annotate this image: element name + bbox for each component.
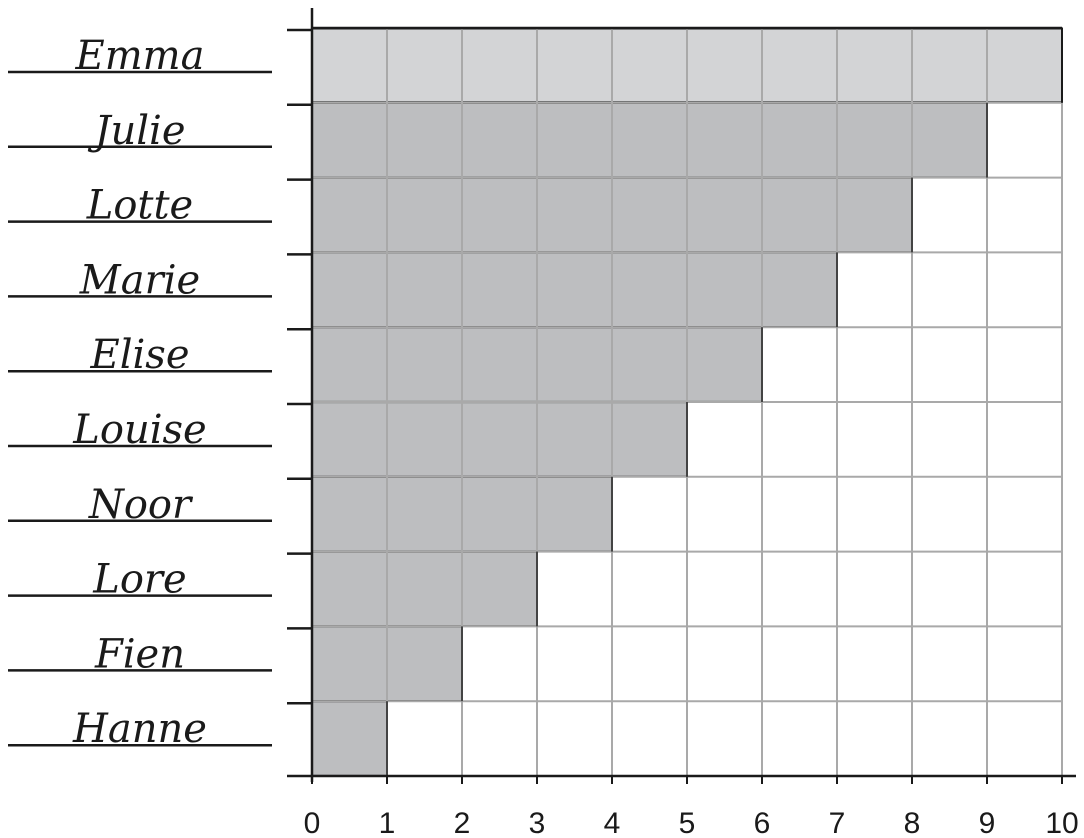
- x-tick-label-2: 2: [454, 807, 471, 838]
- x-tick-labels: 0 1 2 3 4 5 6 7 8 9 10: [304, 807, 1079, 838]
- x-tick-label-5: 5: [679, 807, 696, 838]
- category-label-marie: Marie: [79, 257, 200, 303]
- x-tick-label-4: 4: [604, 807, 621, 838]
- category-labels: Emma Julie Lotte Marie Elise Louise Noor Lore Fi…: [8, 33, 272, 752]
- category-label-hanne: Hanne: [72, 706, 207, 752]
- x-tick-label-7: 7: [829, 807, 846, 838]
- bar-lore: [311, 551, 538, 627]
- category-label-fien: Fien: [94, 631, 185, 677]
- category-label-lore: Lore: [92, 557, 186, 603]
- category-label-louise: Louise: [72, 407, 206, 453]
- x-tick-label-10: 10: [1045, 807, 1078, 838]
- x-tick-label-0: 0: [304, 807, 321, 838]
- category-label-lotte: Lotte: [86, 183, 193, 229]
- bar-julie: [311, 102, 988, 178]
- category-label-noor: Noor: [88, 482, 194, 528]
- category-label-julie: Julie: [87, 108, 185, 154]
- x-tick-label-9: 9: [979, 807, 996, 838]
- category-label-elise: Elise: [90, 332, 190, 378]
- bar-hanne: [311, 701, 388, 777]
- grid: [312, 28, 1063, 776]
- bar-marie: [311, 252, 838, 328]
- x-tick-label-6: 6: [754, 807, 771, 838]
- bar-louise: [311, 401, 688, 477]
- x-tick-label-3: 3: [529, 807, 546, 838]
- category-label-emma: Emma: [75, 33, 205, 79]
- x-tick-label-8: 8: [904, 807, 921, 838]
- axes: [287, 8, 1076, 784]
- x-tick-label-1: 1: [379, 807, 396, 838]
